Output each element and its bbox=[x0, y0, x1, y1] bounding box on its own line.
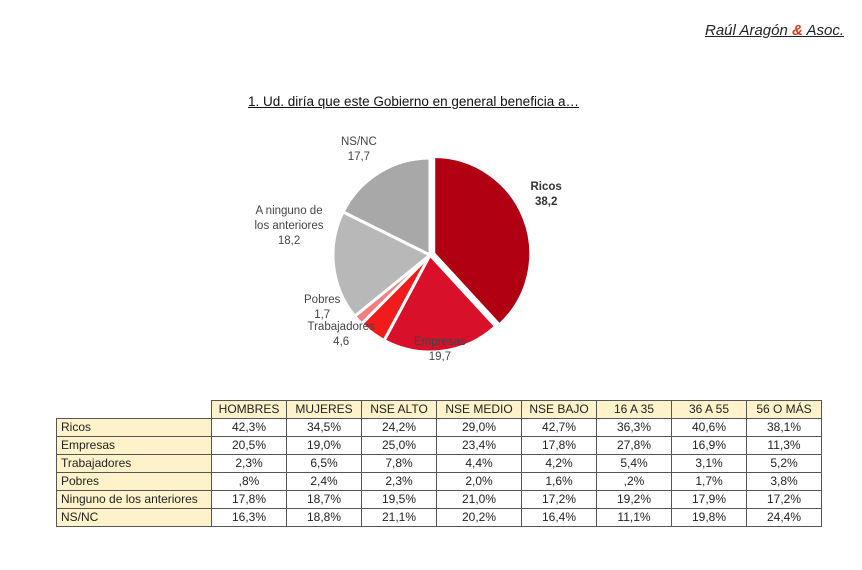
table-cell: 11,1% bbox=[596, 508, 672, 527]
column-header-nse-medio: NSE MEDIO bbox=[436, 400, 522, 419]
table-cell: ,8% bbox=[211, 472, 287, 491]
table-cell: 34,5% bbox=[286, 418, 362, 437]
pie-label-trabajadores: Trabajadores 4,6 bbox=[307, 321, 375, 348]
row-label: Trabajadores bbox=[56, 454, 212, 473]
table-cell: ,2% bbox=[596, 472, 672, 491]
table-cell: 6,5% bbox=[286, 454, 362, 473]
chart-title: 1. Ud. diría que este Gobierno en genera… bbox=[248, 94, 579, 109]
table-cell: 5,4% bbox=[596, 454, 672, 473]
table-cell: 17,8% bbox=[211, 490, 287, 509]
table-row: Trabajadores 2,3% 6,5% 7,8% 4,4% 4,2% 5,4% 3,1%… bbox=[56, 454, 822, 473]
row-label: Ricos bbox=[56, 418, 212, 437]
table-cell: 16,9% bbox=[671, 436, 747, 455]
brand-suffix: Asoc. bbox=[806, 22, 844, 39]
table-cell: 1,7% bbox=[671, 472, 747, 491]
brand-logo: Raúl Aragón & Asoc. bbox=[705, 22, 844, 39]
table-row: Empresas 20,5% 19,0% 25,0% 23,4% 17,8% 27,8% 16… bbox=[56, 436, 822, 455]
table-cell: 21,1% bbox=[361, 508, 437, 527]
pie-slice-empresas bbox=[382, 252, 498, 354]
column-header-nse-alto: NSE ALTO bbox=[361, 400, 437, 419]
pie-slice-ns-nc bbox=[341, 156, 432, 258]
column-header-36-a-55: 36 A 55 bbox=[671, 400, 747, 419]
crosstab-table: HOMBRES MUJERES NSE ALTO NSE MEDIO NSE BAJO 1… bbox=[56, 400, 822, 527]
table-cell: 29,0% bbox=[436, 418, 522, 437]
table-cell: 5,2% bbox=[746, 454, 822, 473]
table-row: Ricos 42,3% 34,5% 24,2% 29,0% 42,7% 36,3% 40,6%… bbox=[56, 418, 822, 437]
table-cell: 16,4% bbox=[521, 508, 597, 527]
table-cell: 18,8% bbox=[286, 508, 362, 527]
table-cell: 25,0% bbox=[361, 436, 437, 455]
table-cell: 23,4% bbox=[436, 436, 522, 455]
table-cell: 19,2% bbox=[596, 490, 672, 509]
table-cell: 27,8% bbox=[596, 436, 672, 455]
table-cell: 17,8% bbox=[521, 436, 597, 455]
row-label: Pobres bbox=[56, 472, 212, 491]
table-cell: 42,7% bbox=[521, 418, 597, 437]
pie-label-pobres: Pobres 1,7 bbox=[304, 294, 341, 321]
table-row: Pobres ,8% 2,4% 2,3% 2,0% 1,6% ,2% 1,7% 3,8% bbox=[56, 472, 822, 491]
pie-chart bbox=[331, 155, 533, 354]
table-cell: 2,4% bbox=[286, 472, 362, 491]
table-cell: 3,8% bbox=[746, 472, 822, 491]
table-cell: 19,5% bbox=[361, 490, 437, 509]
table-cell: 7,8% bbox=[361, 454, 437, 473]
column-header-16-a-35: 16 A 35 bbox=[596, 400, 672, 419]
table-cell: 1,6% bbox=[521, 472, 597, 491]
pie-slice-ricos bbox=[432, 155, 533, 328]
pie-label-ns-nc: NS/NC 17,7 bbox=[341, 136, 377, 163]
row-label: NS/NC bbox=[56, 508, 212, 527]
table-cell: 4,4% bbox=[436, 454, 522, 473]
row-label: Ninguno de los anteriores bbox=[56, 490, 212, 509]
table-cell: 3,1% bbox=[671, 454, 747, 473]
table-cell: 2,3% bbox=[211, 454, 287, 473]
table-cell: 40,6% bbox=[671, 418, 747, 437]
table-row: Ninguno de los anteriores 17,8% 18,7% 19,5%… bbox=[56, 490, 822, 509]
pie-slice-a-ninguno-de-los-anteriores bbox=[331, 209, 433, 319]
table-row: NS/NC 16,3% 18,8% 21,1% 20,2% 16,4% 11,1% 19,8%… bbox=[56, 508, 822, 527]
pie-label-a-ninguno-de-los-anteriores: A ninguno de los anteriores 18,2 bbox=[254, 204, 324, 247]
table-cell: 36,3% bbox=[596, 418, 672, 437]
table-cell: 24,4% bbox=[746, 508, 822, 527]
column-header-nse-bajo: NSE BAJO bbox=[521, 400, 597, 419]
table-cell: 11,3% bbox=[746, 436, 822, 455]
table-cell: 18,7% bbox=[286, 490, 362, 509]
table-cell: 24,2% bbox=[361, 418, 437, 437]
table-header-row: HOMBRES MUJERES NSE ALTO NSE MEDIO NSE BAJO 1… bbox=[56, 400, 822, 419]
column-header-56-o-m-s: 56 O MÁS bbox=[746, 400, 822, 419]
table-cell: 2,3% bbox=[361, 472, 437, 491]
table-cell: 20,2% bbox=[436, 508, 522, 527]
brand-ampersand: & bbox=[792, 22, 803, 39]
table-cell: 16,3% bbox=[211, 508, 287, 527]
table-cell: 38,1% bbox=[746, 418, 822, 437]
pie-label-empresas: Empresas 19,7 bbox=[414, 336, 466, 363]
table-corner bbox=[56, 400, 212, 419]
column-header-hombres: HOMBRES bbox=[211, 400, 287, 419]
table-cell: 4,2% bbox=[521, 454, 597, 473]
table-cell: 17,2% bbox=[746, 490, 822, 509]
table-cell: 19,0% bbox=[286, 436, 362, 455]
table-cell: 2,0% bbox=[436, 472, 522, 491]
table-cell: 21,0% bbox=[436, 490, 522, 509]
pie-label-ricos: Ricos 38,2 bbox=[530, 181, 562, 208]
brand-name: Raúl Aragón bbox=[705, 22, 788, 39]
table-cell: 17,9% bbox=[671, 490, 747, 509]
column-header-mujeres: MUJERES bbox=[286, 400, 362, 419]
table-cell: 20,5% bbox=[211, 436, 287, 455]
table-cell: 42,3% bbox=[211, 418, 287, 437]
table-cell: 19,8% bbox=[671, 508, 747, 527]
table-cell: 17,2% bbox=[521, 490, 597, 509]
row-label: Empresas bbox=[56, 436, 212, 455]
